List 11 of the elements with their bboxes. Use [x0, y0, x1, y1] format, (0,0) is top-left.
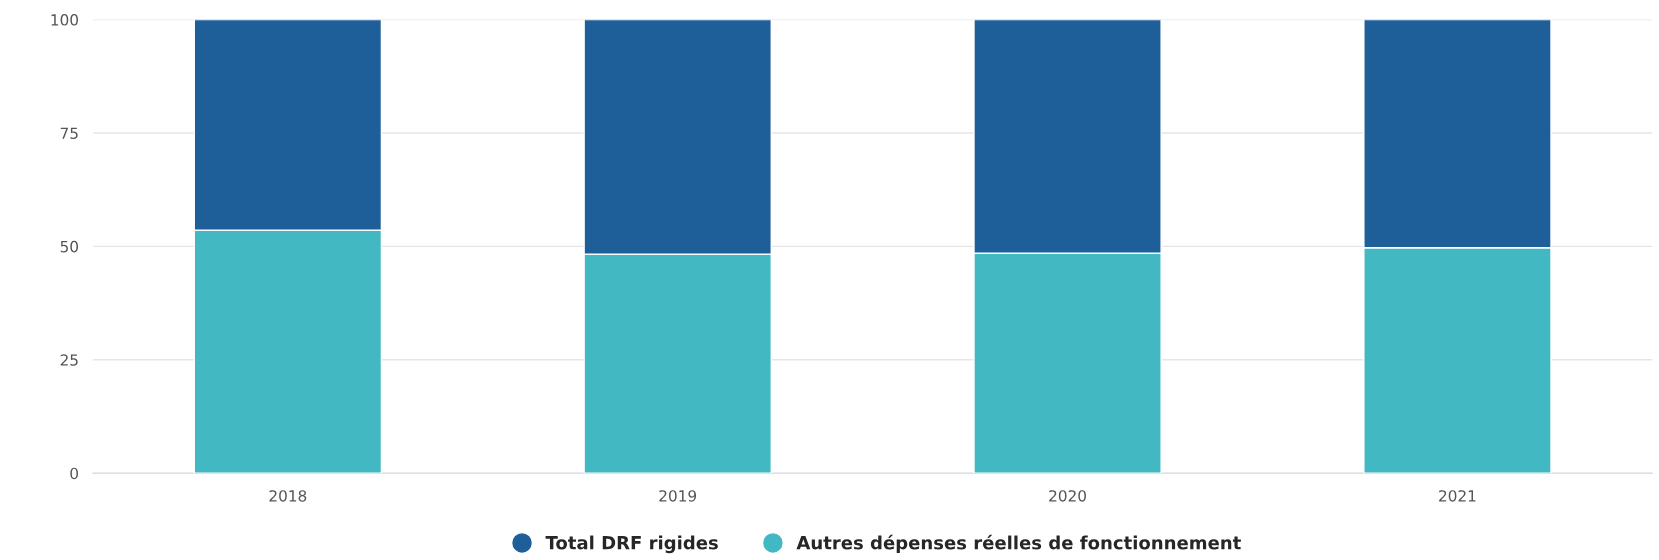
x-tick-label: 2021: [1439, 490, 1476, 502]
x-tick-label: 2019: [659, 490, 697, 502]
legend-label: Autres dépenses réelles de fonctionnement: [796, 534, 1241, 554]
x-tick-label: 2020: [1049, 490, 1086, 502]
y-tick-label: 75: [60, 127, 78, 140]
y-tick-label: 0: [70, 467, 78, 480]
legend-label: Total DRF rigides: [545, 535, 718, 554]
x-tick-label: 2018: [269, 490, 307, 502]
y-tick-label: 25: [60, 354, 78, 366]
y-tick-label: 100: [51, 14, 78, 26]
y-tick-label: 50: [60, 240, 78, 253]
